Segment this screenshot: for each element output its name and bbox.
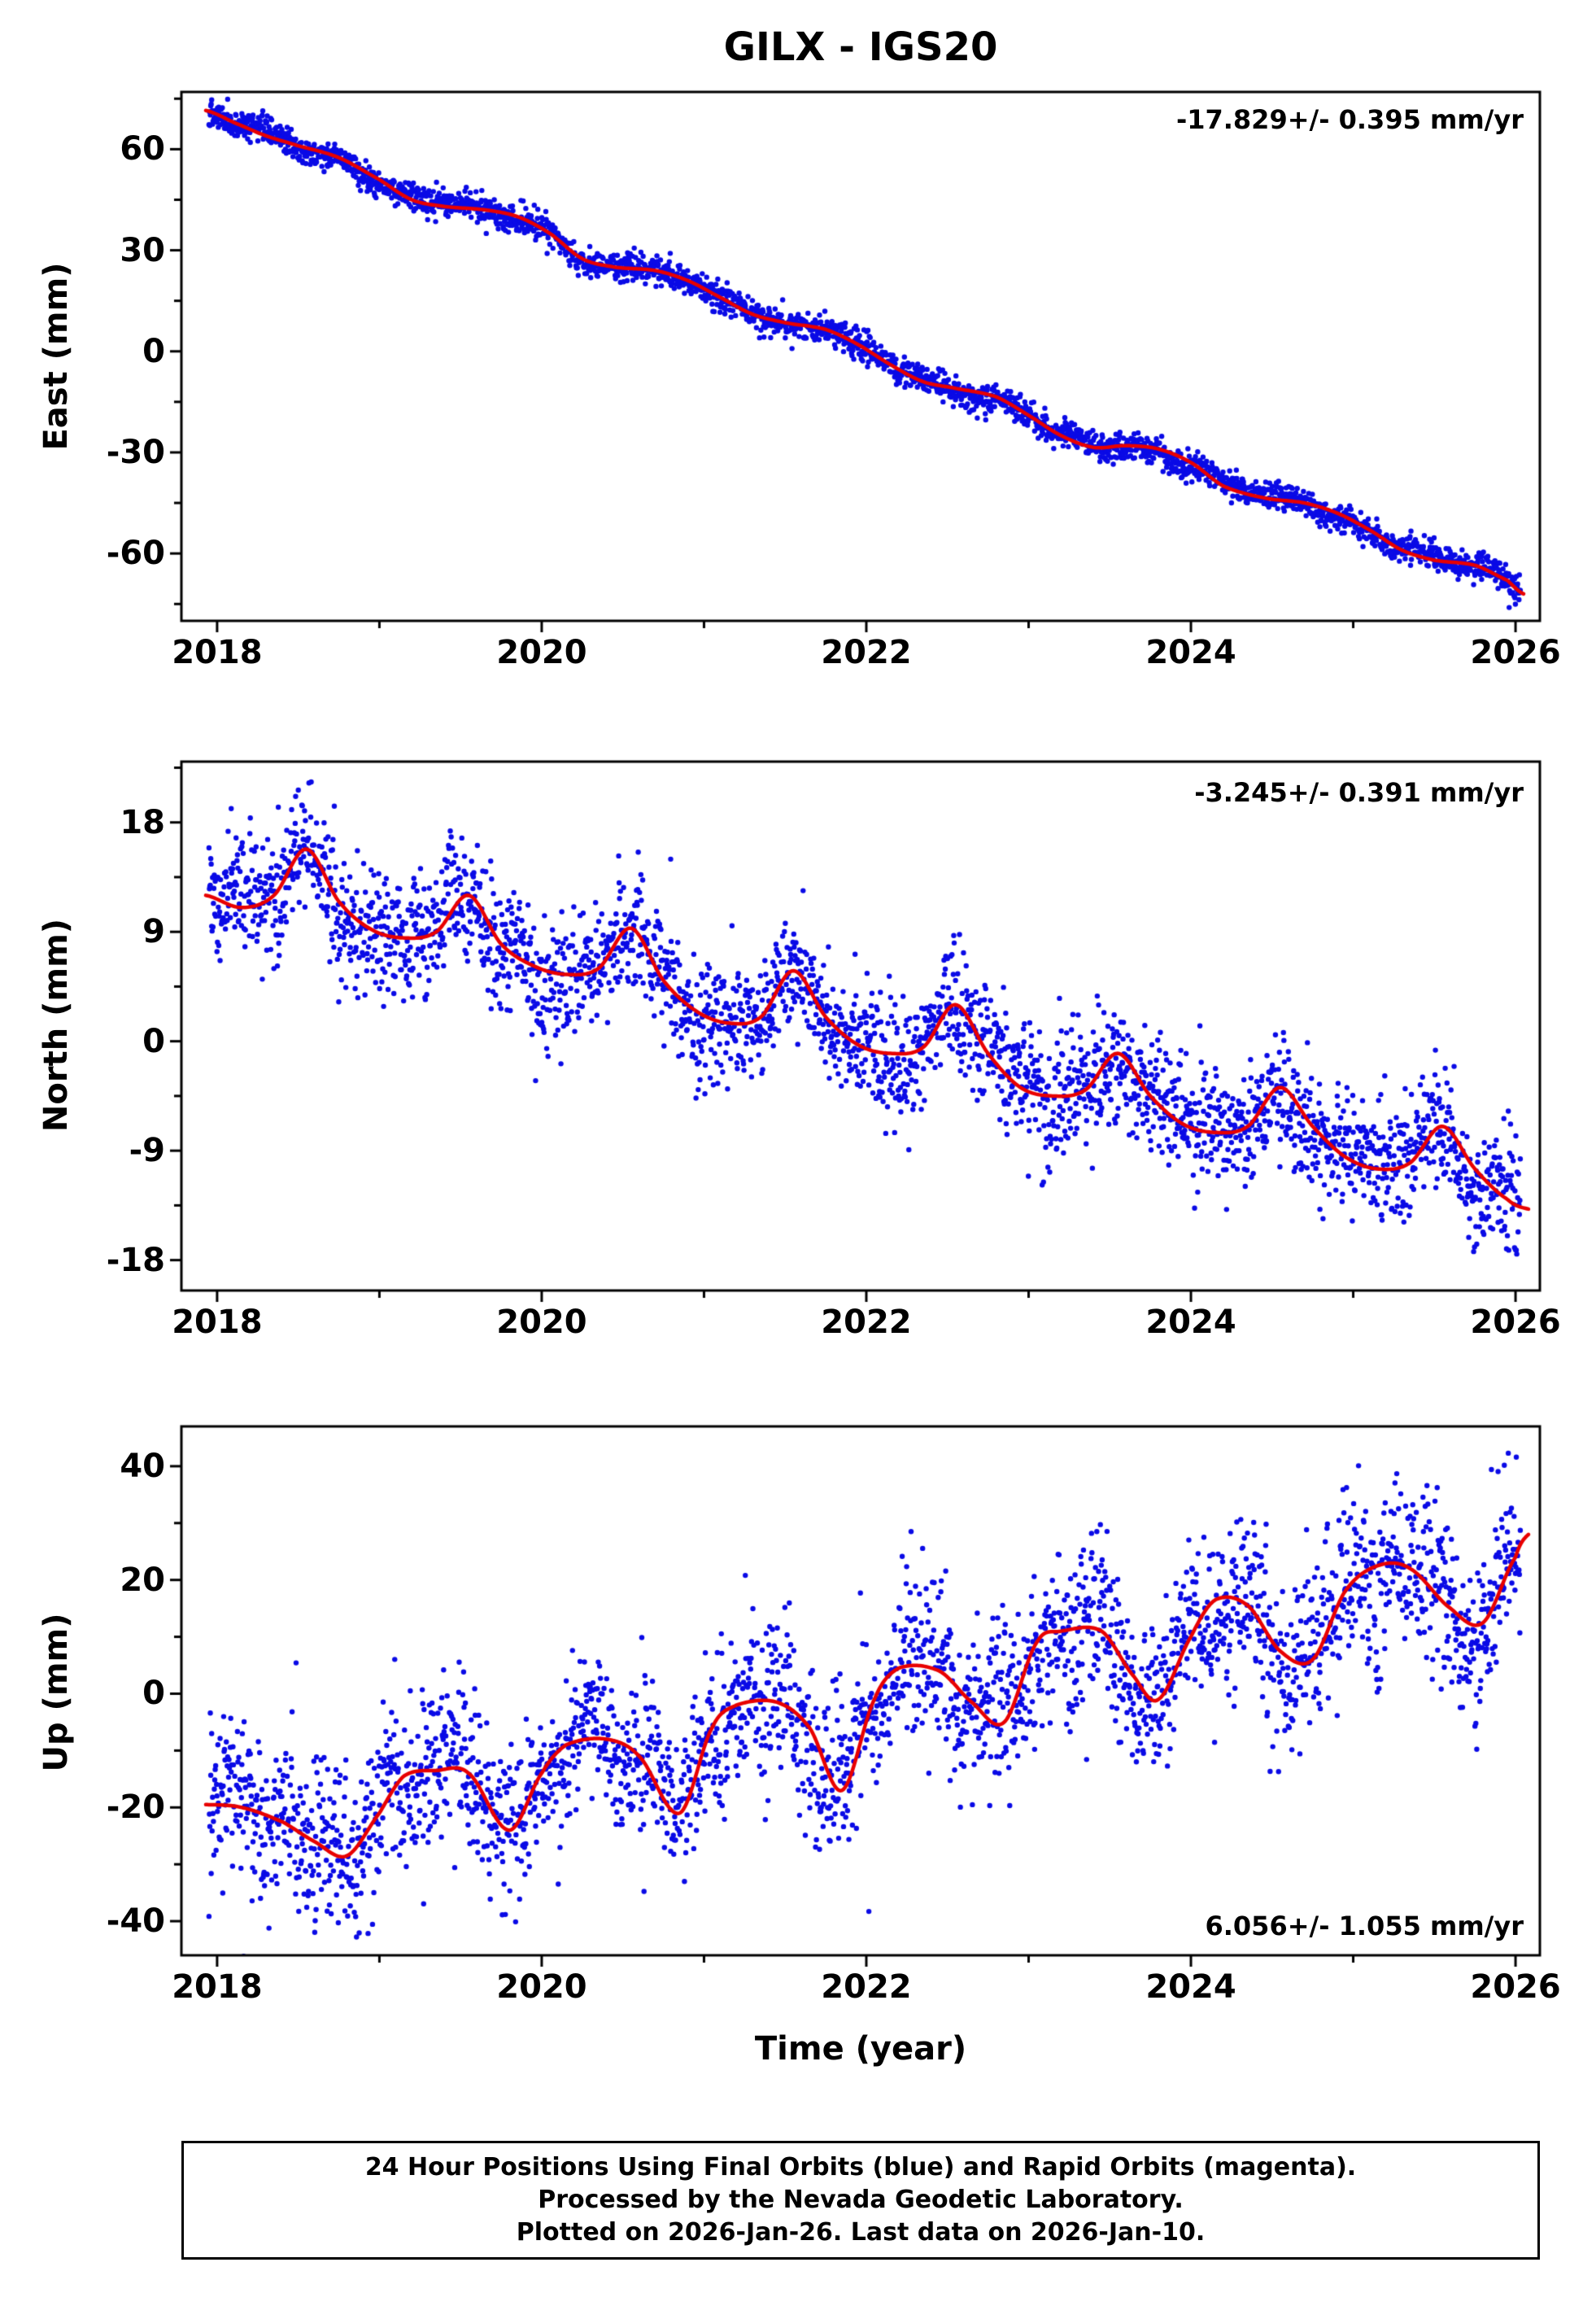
up-x-tick-label: 2026 [1470, 1968, 1561, 2006]
north-y-tick-label: 18 [120, 803, 165, 841]
north-y-tick-label: 9 [142, 913, 165, 951]
east-velocity-annotation: -17.829+/- 0.395 mm/yr [1175, 104, 1524, 135]
north-y-tick-label: -18 [106, 1241, 165, 1279]
east-x-tick-label: 2022 [821, 634, 912, 671]
up-plot-canvas [0, 1386, 1596, 1996]
up-y-tick-label: -40 [106, 1902, 165, 1941]
x-axis-label: Time (year) [754, 2030, 967, 2068]
north-x-tick-label: 2024 [1145, 1304, 1236, 1341]
up-velocity-annotation: 6.056+/- 1.055 mm/yr [1205, 1911, 1524, 1941]
east-y-tick-label: 60 [120, 130, 165, 168]
up-x-tick-label: 2020 [496, 1968, 587, 2006]
up-y-tick-label: -20 [106, 1788, 165, 1827]
north-velocity-annotation: -3.245+/- 0.391 mm/yr [1194, 777, 1524, 808]
north-y-tick-label: -9 [129, 1132, 165, 1170]
east-x-tick-label: 2026 [1470, 634, 1561, 671]
north-x-tick-label: 2026 [1470, 1304, 1561, 1341]
north-x-tick-label: 2020 [496, 1304, 587, 1341]
north-x-tick-label: 2022 [821, 1304, 912, 1341]
up-y-tick-label: 0 [142, 1675, 165, 1713]
east-x-tick-label: 2024 [1145, 634, 1236, 671]
caption-box: 24 Hour Positions Using Final Orbits (bl… [181, 2141, 1540, 2260]
east-x-tick-label: 2018 [172, 634, 263, 671]
caption-line-orbits: 24 Hour Positions Using Final Orbits (bl… [364, 2153, 1357, 2182]
up-x-tick-label: 2022 [821, 1968, 912, 2006]
east-y-tick-label: 0 [142, 332, 165, 370]
caption-line-plotted: Plotted on 2026-Jan-26. Last data on 202… [516, 2218, 1206, 2247]
up-y-tick-label: 20 [120, 1561, 165, 1599]
east-y-tick-label: -60 [106, 535, 165, 573]
up-x-tick-label: 2024 [1145, 1968, 1236, 2006]
up-x-tick-label: 2018 [172, 1968, 263, 2006]
north-y-tick-label: 0 [142, 1022, 165, 1060]
north-x-tick-label: 2018 [172, 1304, 263, 1341]
north-plot-canvas [0, 721, 1596, 1331]
east-y-tick-label: -30 [106, 433, 165, 471]
caption-line-processed: Processed by the Nevada Geodetic Laborat… [538, 2186, 1184, 2214]
east-plot-canvas [0, 51, 1596, 662]
up-y-tick-label: 40 [120, 1447, 165, 1485]
east-y-tick-label: 30 [120, 231, 165, 269]
east-x-tick-label: 2020 [496, 634, 587, 671]
